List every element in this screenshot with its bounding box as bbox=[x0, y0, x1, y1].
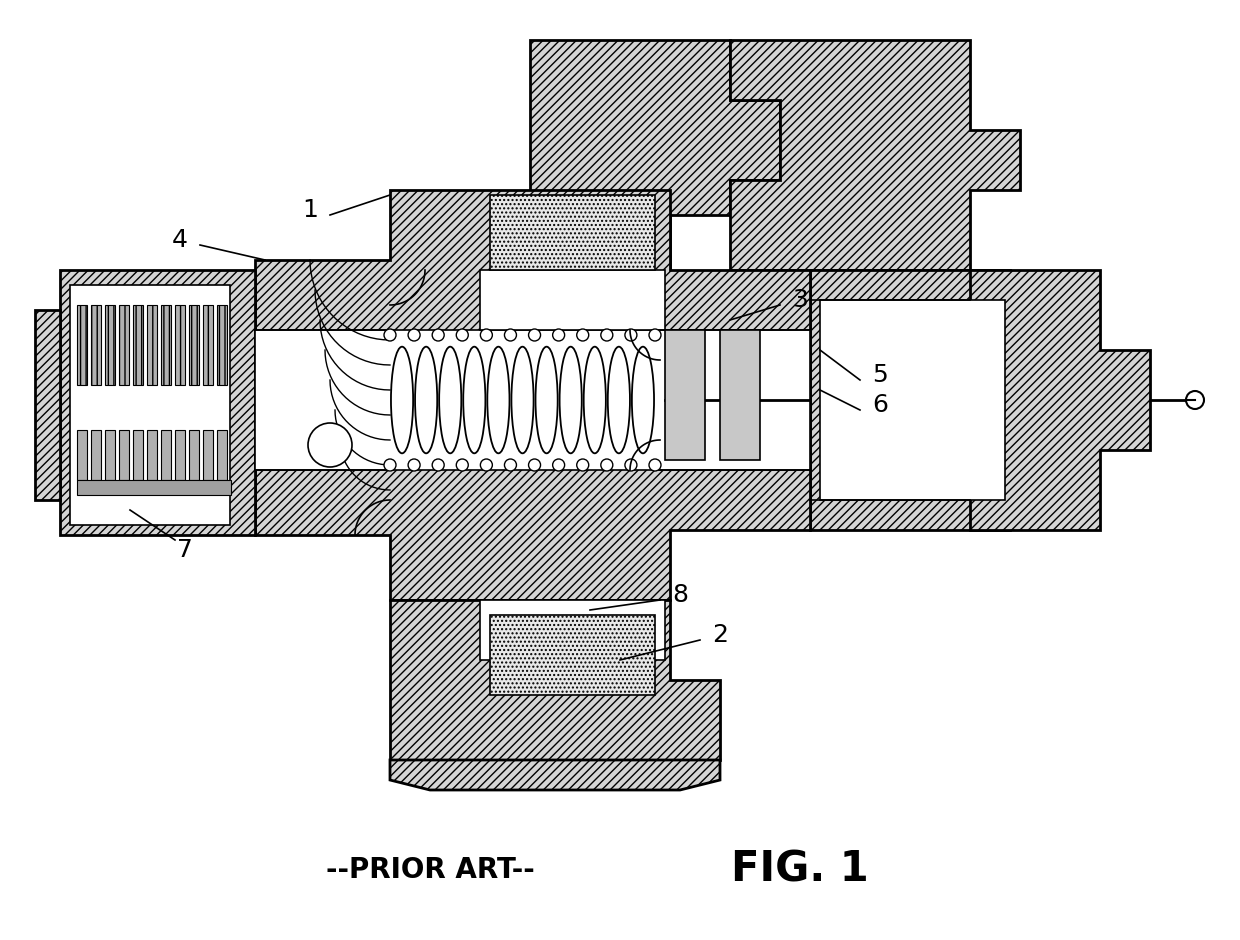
Circle shape bbox=[577, 329, 589, 341]
Ellipse shape bbox=[415, 347, 438, 453]
Circle shape bbox=[528, 459, 541, 471]
Polygon shape bbox=[148, 430, 157, 480]
Circle shape bbox=[601, 329, 613, 341]
Ellipse shape bbox=[391, 347, 413, 453]
Circle shape bbox=[480, 329, 492, 341]
Circle shape bbox=[553, 459, 564, 471]
FancyBboxPatch shape bbox=[665, 330, 706, 460]
Polygon shape bbox=[35, 310, 60, 500]
Text: 3: 3 bbox=[792, 288, 808, 312]
Polygon shape bbox=[970, 270, 1149, 530]
Polygon shape bbox=[161, 305, 171, 385]
Text: 5: 5 bbox=[872, 363, 888, 387]
Ellipse shape bbox=[511, 347, 533, 453]
Circle shape bbox=[601, 459, 613, 471]
Circle shape bbox=[649, 459, 661, 471]
Circle shape bbox=[456, 459, 469, 471]
Text: 7: 7 bbox=[177, 538, 193, 562]
Polygon shape bbox=[391, 600, 720, 760]
Polygon shape bbox=[203, 430, 213, 480]
Circle shape bbox=[408, 459, 420, 471]
Circle shape bbox=[433, 459, 444, 471]
Polygon shape bbox=[69, 285, 229, 525]
Ellipse shape bbox=[439, 347, 461, 453]
Ellipse shape bbox=[536, 347, 558, 453]
Circle shape bbox=[625, 459, 637, 471]
Polygon shape bbox=[60, 270, 255, 535]
Polygon shape bbox=[255, 190, 810, 600]
Circle shape bbox=[408, 329, 420, 341]
Circle shape bbox=[577, 459, 589, 471]
Text: 1: 1 bbox=[303, 198, 317, 222]
FancyBboxPatch shape bbox=[720, 330, 760, 460]
Polygon shape bbox=[77, 430, 87, 480]
Polygon shape bbox=[217, 430, 227, 480]
Polygon shape bbox=[148, 305, 157, 385]
Circle shape bbox=[505, 459, 516, 471]
Polygon shape bbox=[820, 300, 1004, 500]
Polygon shape bbox=[91, 305, 100, 385]
Circle shape bbox=[625, 329, 637, 341]
Circle shape bbox=[480, 459, 492, 471]
Polygon shape bbox=[490, 615, 655, 695]
Ellipse shape bbox=[559, 347, 582, 453]
Polygon shape bbox=[105, 305, 115, 385]
Polygon shape bbox=[105, 430, 115, 480]
Polygon shape bbox=[133, 305, 143, 385]
Circle shape bbox=[553, 329, 564, 341]
Polygon shape bbox=[490, 195, 655, 270]
Text: 2: 2 bbox=[712, 623, 728, 647]
Circle shape bbox=[649, 329, 661, 341]
Polygon shape bbox=[480, 600, 665, 660]
Text: --PRIOR ART--: --PRIOR ART-- bbox=[326, 856, 534, 884]
Polygon shape bbox=[133, 430, 143, 480]
Text: 4: 4 bbox=[172, 228, 188, 252]
Circle shape bbox=[433, 329, 444, 341]
Polygon shape bbox=[175, 430, 185, 480]
Polygon shape bbox=[77, 480, 231, 495]
Polygon shape bbox=[161, 430, 171, 480]
Text: 6: 6 bbox=[872, 393, 888, 417]
Polygon shape bbox=[91, 430, 100, 480]
Ellipse shape bbox=[584, 347, 606, 453]
Circle shape bbox=[528, 329, 541, 341]
Polygon shape bbox=[480, 270, 665, 330]
Ellipse shape bbox=[632, 347, 653, 453]
Text: FIG. 1: FIG. 1 bbox=[732, 849, 869, 891]
Polygon shape bbox=[203, 305, 213, 385]
Text: 8: 8 bbox=[672, 583, 688, 607]
Circle shape bbox=[384, 329, 396, 341]
Polygon shape bbox=[119, 305, 129, 385]
Polygon shape bbox=[188, 305, 198, 385]
Polygon shape bbox=[810, 270, 1011, 530]
Polygon shape bbox=[119, 430, 129, 480]
Circle shape bbox=[456, 329, 469, 341]
Polygon shape bbox=[730, 40, 1021, 270]
Circle shape bbox=[1185, 391, 1204, 409]
Circle shape bbox=[384, 459, 396, 471]
Polygon shape bbox=[217, 305, 227, 385]
Ellipse shape bbox=[464, 347, 485, 453]
Polygon shape bbox=[188, 430, 198, 480]
Polygon shape bbox=[77, 305, 87, 385]
Circle shape bbox=[308, 423, 352, 467]
Ellipse shape bbox=[608, 347, 630, 453]
Polygon shape bbox=[175, 305, 185, 385]
Polygon shape bbox=[391, 760, 720, 790]
Circle shape bbox=[505, 329, 516, 341]
Polygon shape bbox=[255, 330, 810, 470]
Ellipse shape bbox=[487, 347, 510, 453]
Polygon shape bbox=[529, 40, 780, 280]
